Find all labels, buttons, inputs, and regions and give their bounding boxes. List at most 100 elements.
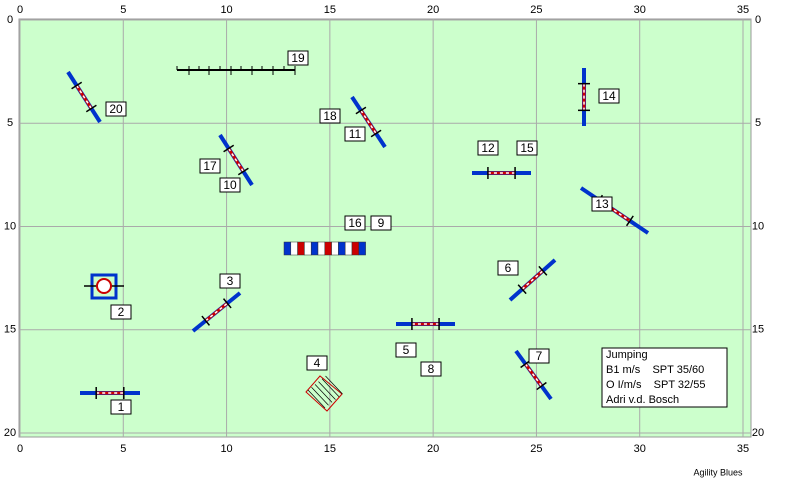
- label-box: [598, 88, 620, 104]
- label-box: [110, 399, 132, 415]
- wall-block: [324, 241, 332, 256]
- hatch: [311, 386, 329, 406]
- y-tick-label: 5: [755, 117, 761, 129]
- jump-post: [71, 81, 83, 90]
- label-box: [199, 158, 221, 174]
- jump-post: [237, 167, 249, 176]
- info-line: B1 m/s SPT 35/60: [606, 364, 704, 376]
- label-box: [497, 260, 519, 276]
- jump: [472, 167, 531, 179]
- jump: [218, 133, 254, 187]
- hatch: [325, 375, 343, 395]
- obstacle-number: 3: [227, 274, 234, 288]
- x-tick-label: 35: [737, 4, 749, 16]
- obstacle-number: 8: [428, 362, 435, 376]
- x-tick-label: 15: [324, 443, 336, 455]
- label-box: [420, 361, 442, 377]
- y-tick-label: 5: [7, 117, 13, 129]
- wall-block: [344, 241, 353, 256]
- jump: [578, 68, 590, 126]
- label-box: [477, 140, 499, 156]
- x-tick-label: 10: [220, 443, 232, 455]
- y-tick-label: 10: [4, 220, 16, 232]
- jump-bar: [205, 302, 228, 322]
- wall-block: [290, 241, 298, 256]
- obstacle-number: 13: [595, 197, 609, 211]
- wall-block: [358, 241, 366, 256]
- x-tick-label: 30: [634, 4, 646, 16]
- y-tick-label: 15: [752, 324, 764, 336]
- obstacle-number: 4: [314, 356, 321, 370]
- y-tick-label: 15: [4, 324, 16, 336]
- wall-block: [297, 241, 305, 256]
- label-box: [219, 177, 241, 193]
- footer: Agility Blues: [693, 467, 743, 477]
- jump-post: [222, 298, 232, 309]
- label-box: [370, 215, 392, 231]
- x-tick-label: 0: [17, 4, 23, 16]
- hatch: [318, 381, 336, 400]
- obstacle-number: 11: [349, 127, 362, 141]
- label-box: [528, 348, 550, 364]
- jump-bar: [76, 85, 92, 109]
- label-box: [516, 140, 538, 156]
- jump-post: [538, 265, 548, 276]
- obstacle-number: 14: [602, 89, 616, 103]
- y-tick-label: 0: [755, 14, 761, 26]
- x-tick-label: 20: [427, 443, 439, 455]
- x-tick-label: 10: [220, 4, 232, 16]
- x-tick-label: 30: [634, 443, 646, 455]
- wall-block: [304, 241, 312, 256]
- jump-post: [201, 315, 211, 326]
- jump-bar: [228, 148, 244, 172]
- x-tick-label: 0: [17, 443, 23, 455]
- obstacle-number: 15: [520, 141, 534, 155]
- obstacle-number: 5: [403, 343, 410, 357]
- jump: [396, 318, 455, 330]
- hatch: [314, 384, 333, 403]
- y-tick-label: 20: [752, 427, 764, 439]
- obstacle-number: 17: [203, 159, 217, 173]
- obstacle-number: 1: [118, 400, 125, 414]
- jump: [508, 258, 557, 302]
- obstacle-number: 18: [323, 109, 337, 123]
- jump-post: [536, 381, 547, 391]
- hatch: [307, 389, 326, 409]
- hatch: [321, 378, 340, 398]
- wall-block: [283, 241, 292, 256]
- jump-post: [85, 104, 97, 113]
- wall-block: [351, 241, 360, 256]
- label-box: [219, 273, 241, 289]
- jump-post: [370, 129, 382, 138]
- y-tick-label: 0: [7, 14, 13, 26]
- jump-post: [223, 144, 235, 153]
- wall-block: [317, 241, 326, 256]
- wall-block: [331, 241, 339, 256]
- label-box: [110, 304, 132, 320]
- label-box: [306, 355, 328, 371]
- obstacle-number: 16: [348, 216, 362, 230]
- jump: [350, 95, 387, 149]
- wall-block: [338, 241, 346, 256]
- table-ring: [96, 278, 112, 294]
- obstacle-number: 12: [481, 141, 495, 155]
- jump-post: [355, 106, 367, 115]
- obstacle-number: 20: [109, 102, 123, 116]
- label-box: [105, 101, 127, 117]
- x-tick-label: 25: [530, 4, 542, 16]
- wall-block: [310, 241, 319, 256]
- obstacle-number: 2: [118, 305, 125, 319]
- y-tick-label: 10: [752, 220, 764, 232]
- label-box: [591, 196, 613, 212]
- jump: [80, 387, 140, 399]
- jump: [191, 291, 242, 333]
- jump-post: [625, 215, 634, 227]
- label-box: [287, 50, 309, 66]
- x-tick-label: 5: [120, 4, 126, 16]
- obstacle-number: 7: [536, 349, 543, 363]
- info-box: [601, 347, 728, 408]
- label-box: [344, 215, 366, 231]
- jump: [514, 349, 553, 401]
- obstacle-number: 19: [291, 51, 305, 65]
- jump-bar: [524, 363, 543, 387]
